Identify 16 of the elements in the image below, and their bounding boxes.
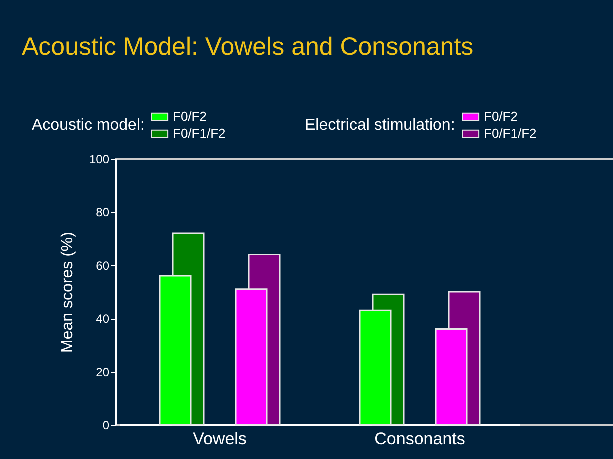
text: Acoustic model: (32, 117, 145, 134)
text: Electrical stimulation: (305, 117, 456, 134)
y-tick-label: 20 (96, 365, 110, 380)
x-tick-label: Vowels (193, 430, 247, 448)
y-tick-label: 60 (96, 258, 110, 273)
y-tick-label: 0 (102, 418, 110, 432)
x-tick-label: Consonants (374, 430, 466, 448)
legend-label: F0/F2 (484, 109, 518, 124)
y-tick-label: 40 (96, 312, 110, 326)
y-tick-label: 80 (96, 206, 110, 220)
y-axis-title: Mean scores (%) (59, 232, 76, 353)
legend-label: F0/F1/F2 (484, 126, 537, 141)
legend-label: F0/F1/F2 (173, 126, 226, 141)
y-tick-label: 100 (89, 152, 110, 166)
chart-title: Acoustic Model: Vowels and Consonants (22, 33, 474, 61)
legend-label: F0/F2 (173, 109, 207, 124)
